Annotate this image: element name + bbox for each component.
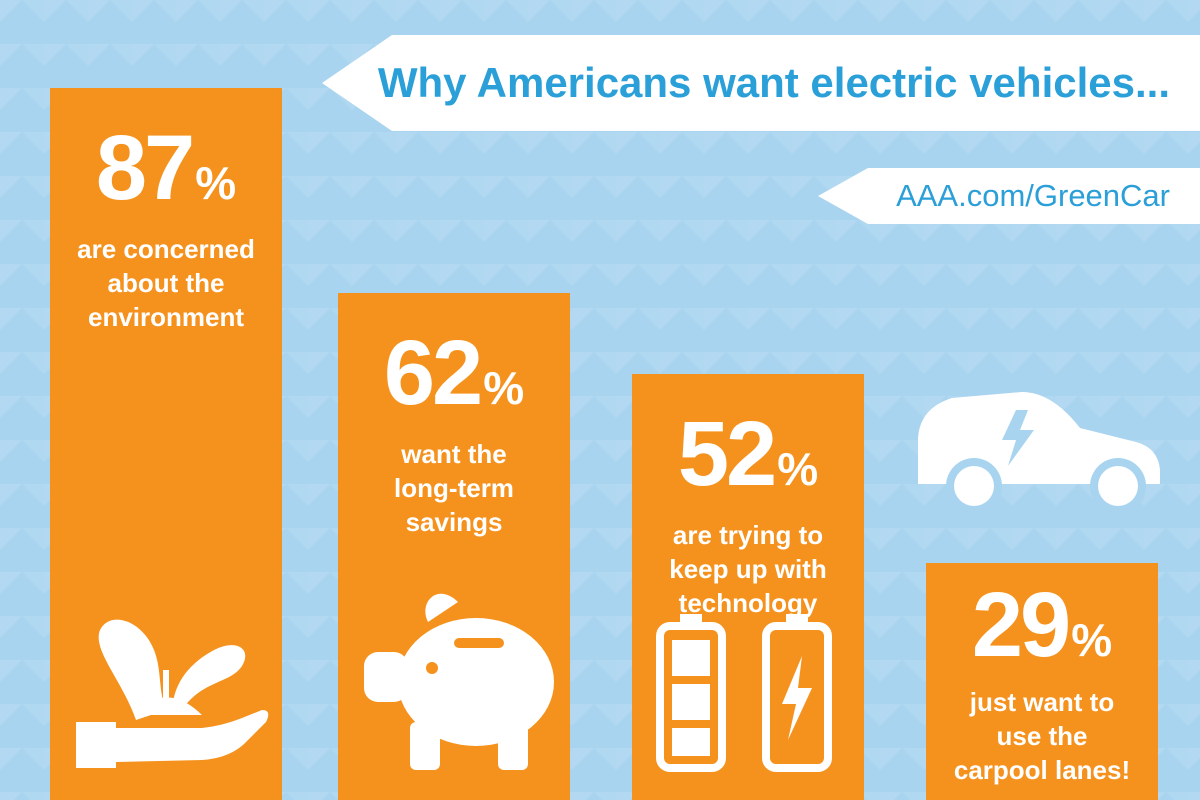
bar-savings: 62% want the long-term savings (338, 293, 570, 800)
value-label: 52% (677, 403, 819, 505)
source-link[interactable]: AAA.com/GreenCar (896, 178, 1170, 213)
value-label: 87% (95, 117, 237, 219)
bar-environment: 87% are concerned about the environment (50, 88, 282, 800)
title-banner: Why Americans want electric vehicles... (322, 35, 1200, 131)
battery-icon (656, 614, 832, 772)
bar-description: just want to use the carpool lanes! (953, 687, 1131, 785)
value-label: 62% (383, 322, 525, 424)
piggy-bank-icon (364, 593, 554, 770)
bar-carpool: 29% just want to use the carpool lanes! (926, 563, 1158, 800)
chart-title: Why Americans want electric vehicles... (377, 59, 1170, 106)
bar-description: are trying to keep up with technology (669, 520, 827, 618)
bar-technology: 52% are trying to keep up with technolog… (632, 374, 864, 800)
bar-description: are concerned about the environment (77, 234, 255, 332)
bar-description: want the long-term savings (394, 439, 514, 537)
source-banner: AAA.com/GreenCar (818, 168, 1200, 224)
plant-in-hand-icon (76, 619, 269, 768)
electric-car-icon (918, 392, 1160, 514)
value-label: 29% (971, 574, 1113, 676)
